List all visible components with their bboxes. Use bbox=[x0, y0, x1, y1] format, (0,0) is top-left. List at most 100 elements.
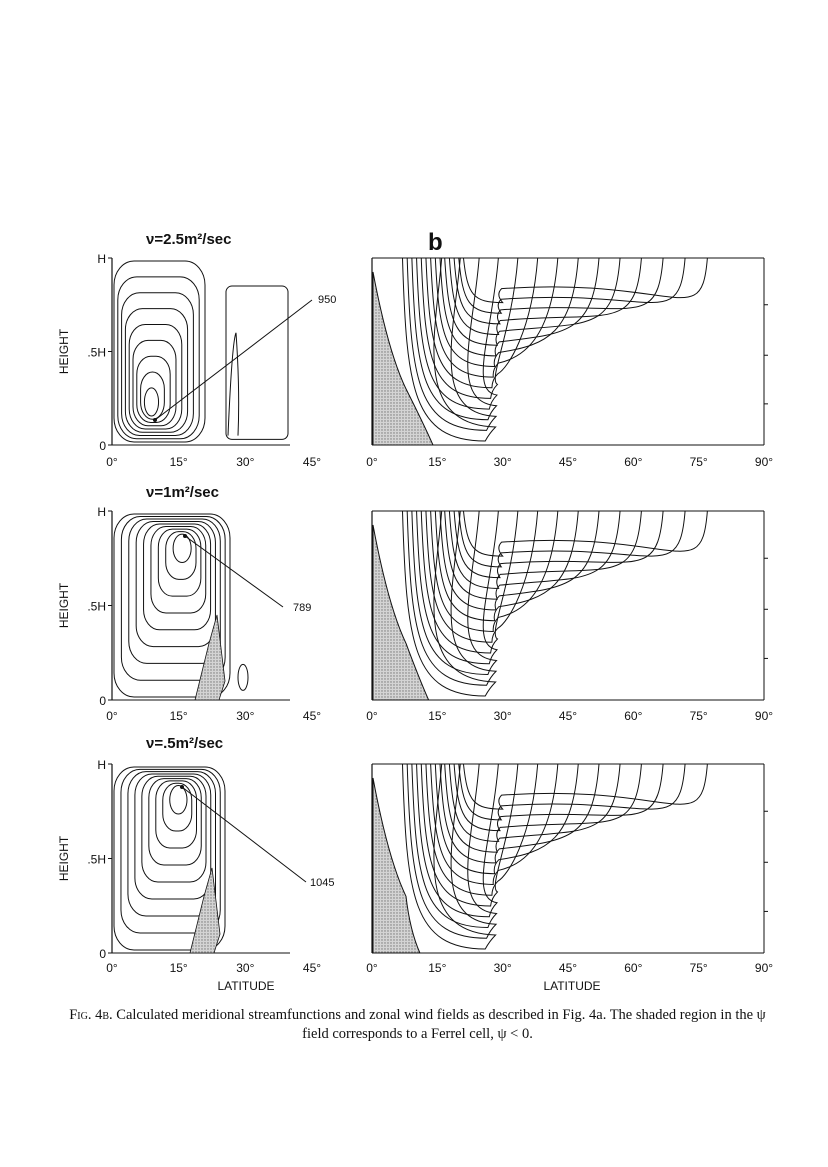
y-tick-label: H bbox=[97, 505, 106, 519]
streamfunction-contour bbox=[140, 371, 165, 420]
zonal-wind-contour bbox=[430, 763, 559, 885]
streamfunction-contour bbox=[135, 521, 216, 648]
zonal-wind-contour bbox=[434, 510, 579, 622]
y-axis-label: HEIGHT bbox=[57, 582, 71, 628]
zonal-wind-contour bbox=[430, 257, 559, 378]
zonal-wind-contour bbox=[453, 510, 664, 579]
x-tick-label-right: 30° bbox=[494, 961, 512, 975]
max-callout-line bbox=[154, 299, 313, 421]
streamfunction-contour bbox=[132, 339, 177, 427]
zonal-wind-contour bbox=[425, 257, 539, 389]
ferrel-cell-shading bbox=[194, 614, 226, 701]
max-callout-dot bbox=[183, 534, 187, 538]
zonal-wind-contour bbox=[425, 763, 539, 896]
zonal-wind-contour bbox=[444, 257, 621, 346]
x-tick-label-left: 30° bbox=[236, 709, 254, 723]
x-tick-label-left: 0° bbox=[106, 961, 118, 975]
zonal-wind-contour bbox=[420, 510, 519, 654]
x-tick-label-left: 30° bbox=[236, 455, 254, 469]
zonal-wind-contour bbox=[416, 257, 499, 410]
x-tick-label-right: 60° bbox=[624, 961, 642, 975]
zonal-wind-contour bbox=[439, 257, 600, 357]
x-tick-label-left: 45° bbox=[303, 455, 321, 469]
max-callout-dot bbox=[180, 785, 184, 789]
x-tick-label-right: 15° bbox=[428, 709, 446, 723]
y-axis-label: HEIGHT bbox=[57, 835, 71, 881]
y-tick-label: 0 bbox=[99, 947, 106, 961]
zonal-wind-contour bbox=[462, 257, 708, 304]
x-tick-label-right: 90° bbox=[755, 961, 773, 975]
zonal-wind-contour bbox=[411, 510, 498, 675]
max-callout-line bbox=[184, 535, 284, 608]
streamfunction-contour bbox=[128, 518, 221, 664]
y-tick-label: .5H bbox=[87, 346, 106, 360]
y-tick-label: 0 bbox=[99, 694, 106, 708]
x-tick-label-right: 90° bbox=[755, 709, 773, 723]
streamfunction-contour bbox=[225, 285, 289, 440]
streamfunction-contour bbox=[113, 260, 206, 443]
y-tick-label: .5H bbox=[87, 853, 106, 867]
streamfunction-contour bbox=[127, 771, 216, 917]
zonal-wind-contour bbox=[444, 763, 621, 853]
streamfunction-contour bbox=[113, 766, 226, 951]
zonal-wind-contour bbox=[416, 510, 499, 665]
max-value-label: 1045 bbox=[310, 877, 334, 889]
zonal-wind-contour bbox=[411, 763, 498, 928]
x-tick-label-right: 90° bbox=[755, 455, 773, 469]
x-tick-label-right: 30° bbox=[494, 709, 512, 723]
panel-3: ν=.5m²/sec 0 .5H H HEIGHT 0° 15° 30° 45° 0° 15° 30°… bbox=[57, 735, 773, 975]
x-tick-label-left: 15° bbox=[170, 961, 188, 975]
panel-2: ν=1m²/sec 0 .5H H HEIGHT 0° 15° 30° 45° 0° 15° 30° 4… bbox=[57, 484, 773, 723]
max-callout-line bbox=[181, 786, 307, 883]
max-callout-dot bbox=[153, 418, 157, 422]
streamfunction-contour bbox=[143, 387, 160, 417]
zonal-wind-contour bbox=[401, 257, 497, 442]
streamfunction-contour bbox=[237, 663, 249, 691]
streamfunction-contour bbox=[162, 782, 193, 832]
x-tick-label-right: 15° bbox=[428, 961, 446, 975]
streamfunction-contour bbox=[134, 773, 212, 900]
x-tick-label-left: 15° bbox=[170, 455, 188, 469]
x-tick-label-left: 45° bbox=[303, 961, 321, 975]
streamfunction-contour bbox=[148, 778, 202, 866]
viscosity-label: ν=.5m²/sec bbox=[146, 735, 223, 752]
zonal-wind-contour bbox=[462, 763, 708, 810]
streamfunction-contour bbox=[165, 531, 197, 580]
x-axis-label-left: LATITUDE bbox=[217, 979, 274, 993]
streamfunction-contour bbox=[121, 292, 194, 437]
max-value-label: 789 bbox=[293, 602, 311, 614]
zonal-wind-contour bbox=[439, 510, 600, 611]
streamfunction-contour bbox=[169, 785, 188, 815]
x-tick-label-right: 0° bbox=[366, 709, 378, 723]
y-tick-label: .5H bbox=[87, 600, 106, 614]
panel-1: ν=2.5m²/sec 0 .5H H HEIGHT 0° 15° 30° 45° 0° 15° 30… bbox=[57, 231, 773, 469]
easterly-shading bbox=[372, 271, 434, 446]
streamfunction-contour bbox=[113, 513, 231, 698]
zonal-wind-contour bbox=[453, 257, 664, 325]
y-tick-label: H bbox=[97, 758, 106, 772]
zonal-wind-contour bbox=[416, 763, 499, 918]
easterly-shading bbox=[372, 524, 430, 701]
caption-text: Calculated meridional streamfunctions an… bbox=[116, 1007, 766, 1042]
streamfunction-contour bbox=[172, 533, 192, 564]
x-tick-label-right: 0° bbox=[366, 455, 378, 469]
ferrel-cell-shading bbox=[189, 867, 221, 954]
zonal-wind-contour bbox=[430, 510, 559, 632]
zonal-wind-contour bbox=[453, 763, 664, 832]
x-tick-label-left: 15° bbox=[170, 709, 188, 723]
x-tick-label-right: 45° bbox=[559, 961, 577, 975]
x-tick-label-right: 45° bbox=[559, 455, 577, 469]
zonal-wind-contour bbox=[444, 510, 621, 600]
streamfunction-contour bbox=[155, 780, 198, 849]
viscosity-label: ν=2.5m²/sec bbox=[146, 231, 231, 248]
zonal-wind-contour bbox=[401, 763, 497, 950]
panel-letter: b bbox=[428, 229, 443, 256]
zonal-wind-contour bbox=[420, 257, 519, 399]
y-axis-label: HEIGHT bbox=[57, 328, 71, 374]
easterly-shading bbox=[372, 777, 421, 954]
y-tick-label: H bbox=[97, 252, 106, 266]
figure-caption: Fig. 4b. Calculated meridional streamfun… bbox=[60, 1006, 775, 1044]
zonal-wind-contour bbox=[401, 510, 497, 697]
x-axis-label-right: LATITUDE bbox=[543, 979, 600, 993]
